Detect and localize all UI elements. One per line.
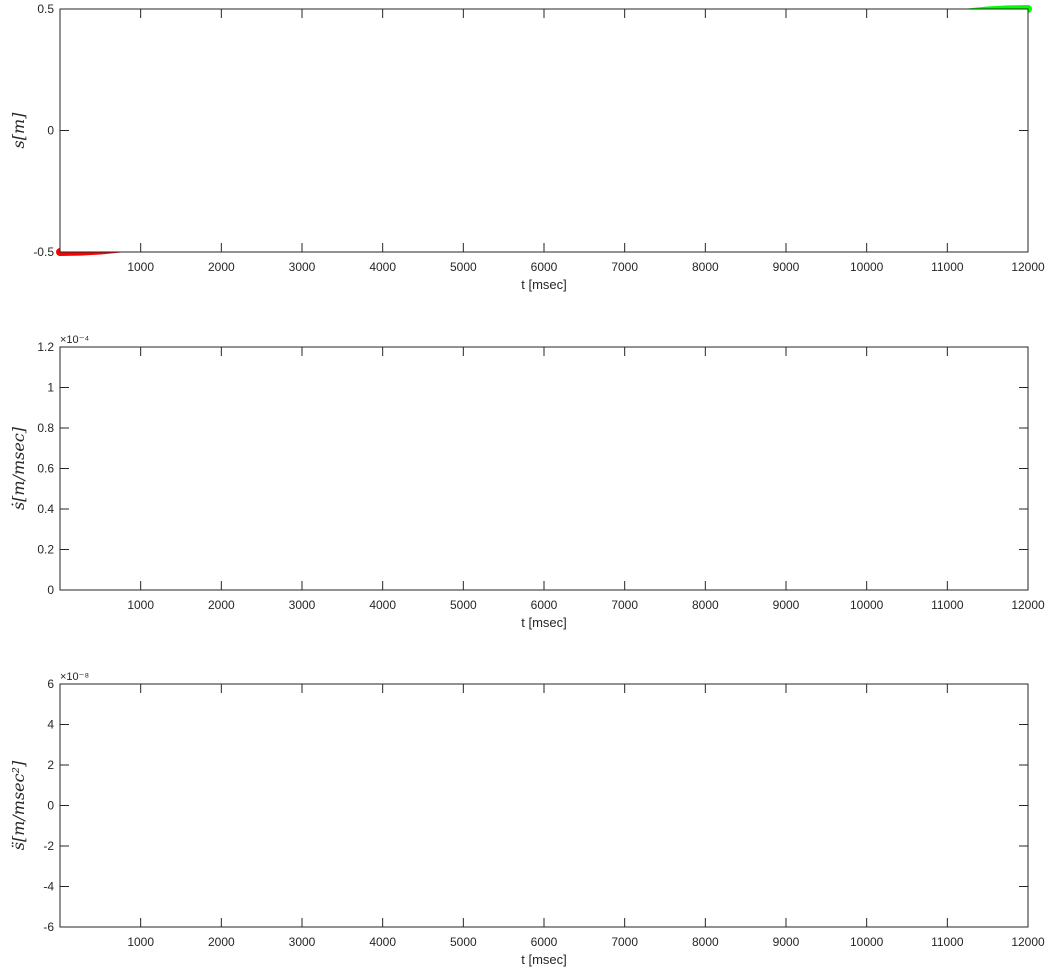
y-axis-label: s̈[m/msec²] — [9, 760, 28, 850]
x-tick-label: 2000 — [208, 935, 235, 949]
axes-box — [59, 346, 1029, 591]
x-tick-label: 1000 — [127, 935, 154, 949]
x-tick-label: 1000 — [127, 598, 154, 612]
chart-panel-1: 1000 2000 3000 4000 5000 6000 7000 8000 9000 1000… — [9, 2, 1045, 292]
x-tick-label: 11000 — [931, 935, 964, 949]
chart-panel-2: 1000 2000 3000 4000 5000 6000 7000 8000 9000 1000… — [9, 334, 1045, 630]
x-axis-label: t [msec] — [521, 952, 567, 967]
x-tick-label: 6000 — [531, 260, 558, 274]
x-tick-label: 7000 — [611, 935, 638, 949]
y-tick-label: 2 — [47, 758, 54, 772]
x-axis-label: t [msec] — [521, 277, 567, 292]
x-tick-label: 5000 — [450, 935, 477, 949]
x-tick-label: 6000 — [531, 598, 558, 612]
x-tick-label: 9000 — [773, 598, 800, 612]
y-tick-label: 4 — [47, 718, 54, 732]
x-tick-label: 2000 — [208, 260, 235, 274]
chart-panel-3: 1000 2000 3000 4000 5000 6000 7000 8000 9000 1000… — [9, 671, 1045, 967]
x-tick-label: 10000 — [850, 260, 884, 274]
x-tick-label: 5000 — [450, 598, 477, 612]
y-tick-label: 1.2 — [37, 340, 54, 354]
x-tick-label: 2000 — [208, 598, 235, 612]
x-tick-label: 3000 — [289, 935, 316, 949]
y-tick-label: 0 — [47, 583, 54, 597]
x-tick-label: 3000 — [289, 260, 316, 274]
y-tick-label: 0.2 — [37, 543, 54, 557]
x-tick-label: 4000 — [369, 935, 396, 949]
x-tick-label: 8000 — [692, 935, 719, 949]
axes-box — [59, 683, 1029, 928]
x-tick-label: 12000 — [1011, 260, 1045, 274]
y-tick-label: 0.4 — [37, 502, 54, 516]
y-axis-label: s[m] — [9, 112, 28, 149]
x-tick-label: 4000 — [369, 598, 396, 612]
x-tick-label: 10000 — [850, 598, 884, 612]
y-tick-label: 0 — [47, 799, 54, 813]
y-tick-label: -6 — [43, 920, 54, 934]
x-tick-label: 12000 — [1011, 598, 1045, 612]
x-tick-label: 8000 — [692, 598, 719, 612]
x-tick-label: 11000 — [931, 260, 964, 274]
x-tick-label: 5000 — [450, 260, 477, 274]
y-tick-label: 6 — [47, 677, 54, 691]
x-tick-label: 4000 — [369, 260, 396, 274]
axes-box — [59, 8, 1029, 253]
x-axis-label: t [msec] — [521, 615, 567, 630]
y-tick-label: 0.5 — [37, 2, 54, 16]
y-tick-label: -4 — [43, 880, 54, 894]
y-tick-label: 1 — [47, 381, 54, 395]
y-axis-label: ṡ[m/msec] — [9, 426, 28, 510]
x-tick-label: 8000 — [692, 260, 719, 274]
x-tick-label: 7000 — [611, 260, 638, 274]
x-tick-label: 6000 — [531, 935, 558, 949]
y-tick-label: -2 — [43, 839, 54, 853]
y-exponent-label: ×10⁻⁸ — [60, 671, 89, 683]
x-tick-label: 1000 — [127, 260, 154, 274]
x-tick-label: 9000 — [773, 935, 800, 949]
x-tick-label: 7000 — [611, 598, 638, 612]
x-tick-label: 3000 — [289, 598, 316, 612]
x-tick-label: 10000 — [850, 935, 884, 949]
x-tick-label: 11000 — [931, 598, 964, 612]
x-tick-label: 12000 — [1011, 935, 1045, 949]
x-tick-label: 9000 — [773, 260, 800, 274]
y-tick-label: -0.5 — [33, 245, 54, 259]
y-tick-label: 0 — [47, 124, 54, 138]
y-tick-label: 0.8 — [37, 421, 54, 435]
y-exponent-label: ×10⁻⁴ — [60, 334, 89, 346]
y-tick-label: 0.6 — [37, 462, 54, 476]
